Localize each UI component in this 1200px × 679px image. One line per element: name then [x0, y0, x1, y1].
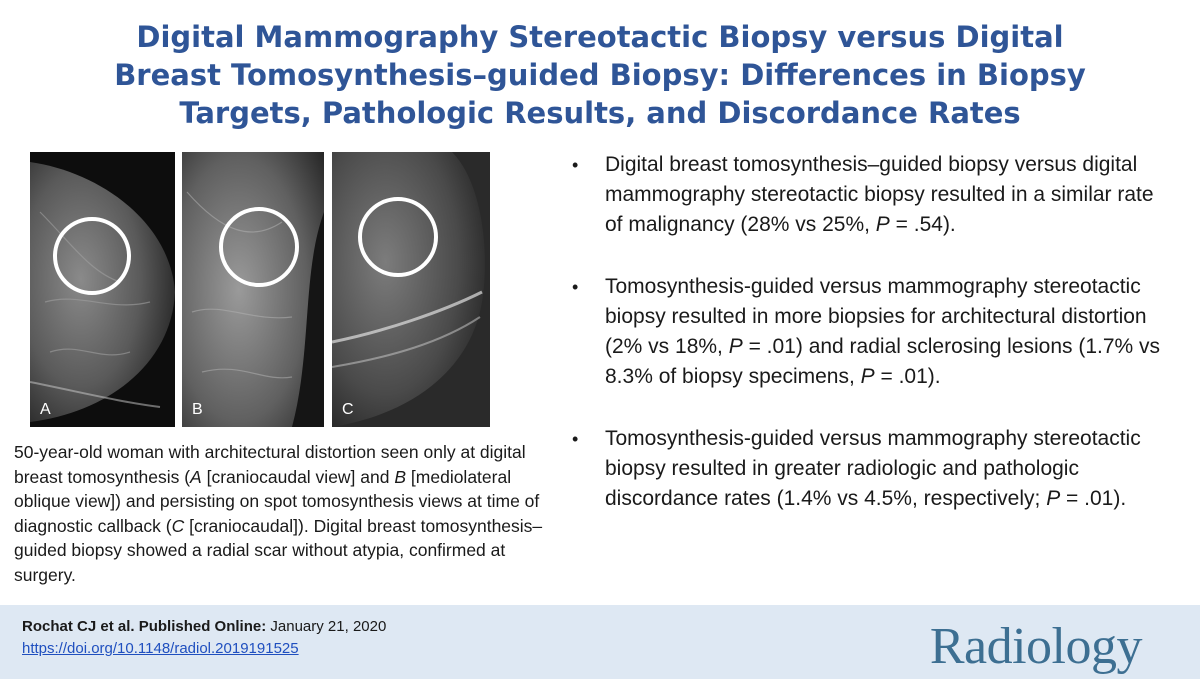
mammogram-image-c — [332, 152, 490, 427]
citation-author: Rochat CJ et al. Published Online: — [22, 618, 267, 635]
title-line-1: Digital Mammography Stereotactic Biopsy … — [136, 20, 1064, 54]
doi-link[interactable]: https://doi.org/10.1148/radiol.201919152… — [22, 640, 299, 657]
mammography-figure: A B — [30, 152, 490, 427]
finding-text: Digital breast tomosynthesis–guided biop… — [605, 153, 1154, 236]
p-value-symbol: P — [875, 213, 890, 236]
mammogram-image-a — [30, 152, 175, 427]
image-panel-b: B — [182, 152, 324, 427]
image-panel-a: A — [30, 152, 175, 427]
caption-ref-a: A — [190, 466, 202, 487]
p-value-symbol: P — [860, 365, 875, 388]
citation-footer: Rochat CJ et al. Published Online: Janua… — [0, 605, 1200, 679]
finding-text-end: = .54). — [889, 213, 956, 236]
key-findings-list: • Digital breast tomosynthesis–guided bio… — [572, 150, 1172, 546]
caption-text-4: [craniocaudal]). Digital breast tomosynt… — [14, 515, 543, 585]
p-value-symbol: P — [728, 335, 743, 358]
citation-date: January 21, 2020 — [266, 618, 387, 635]
figure-caption: 50-year-old woman with architectural dis… — [14, 440, 554, 587]
caption-text-3: [mediolateral oblique view]) and persist… — [14, 466, 540, 536]
caption-ref-b: B — [394, 466, 407, 487]
lesion-circle-c — [358, 197, 438, 277]
p-value-symbol: P — [1046, 487, 1061, 510]
mammogram-image-b — [182, 152, 324, 427]
finding-text-end: = .01). — [874, 365, 941, 388]
panel-label-c: C — [342, 401, 354, 418]
finding-text: Tomosynthesis-guided versus mammography … — [605, 427, 1141, 510]
finding-text: Tomosynthesis-guided versus mammography … — [605, 275, 1147, 358]
bullet-marker: • — [572, 429, 579, 449]
image-panel-c: C — [332, 152, 490, 427]
finding-item-2: • Tomosynthesis-guided versus mammography… — [572, 272, 1172, 392]
slide-title: Digital Mammography Stereotactic Biopsy … — [80, 18, 1120, 132]
bullet-marker: • — [572, 277, 579, 297]
bullet-marker: • — [572, 155, 579, 175]
citation: Rochat CJ et al. Published Online: Janua… — [22, 616, 386, 660]
radiology-logo: Radiology — [929, 618, 1143, 675]
lesion-circle-b — [219, 207, 299, 287]
caption-ref-c: C — [171, 515, 185, 536]
lesion-circle-a — [53, 217, 131, 295]
panel-label-b: B — [192, 401, 203, 418]
finding-item-3: • Tomosynthesis-guided versus mammography… — [572, 424, 1172, 514]
caption-text-2: [craniocaudal view] and — [201, 466, 395, 487]
finding-item-1: • Digital breast tomosynthesis–guided bio… — [572, 150, 1172, 240]
finding-text-mid: = .01) and radial sclerosing lesions (1.… — [605, 335, 1161, 388]
panel-label-a: A — [40, 401, 51, 418]
title-line-2: Breast Tomosynthesis–guided Biopsy: Diff… — [114, 58, 1086, 92]
finding-text-end: = .01). — [1060, 487, 1127, 510]
caption-text-1: 50-year-old woman with architectural dis… — [14, 442, 526, 487]
title-line-3: Targets, Pathologic Results, and Discord… — [179, 96, 1021, 130]
